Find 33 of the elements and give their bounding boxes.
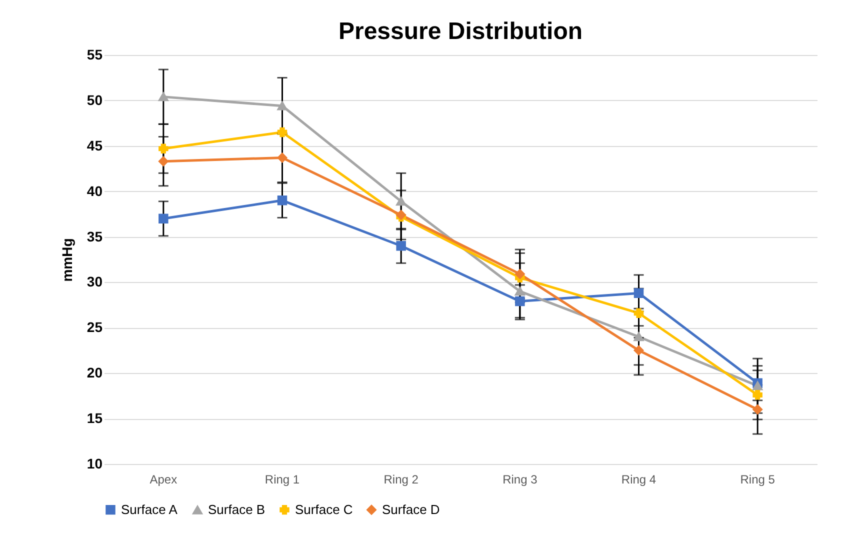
y-tick-label: 55 <box>86 46 103 62</box>
y-tick-label: 10 <box>86 456 103 472</box>
point <box>158 156 168 166</box>
y-tick-label: 40 <box>86 182 103 199</box>
point <box>634 308 644 318</box>
point <box>515 296 525 306</box>
point <box>277 102 288 110</box>
point <box>634 332 644 342</box>
point <box>277 152 288 163</box>
x-tick-label: Ring 5 <box>740 472 776 486</box>
y-tick-label: 30 <box>86 274 103 290</box>
y-axis-title: mmHg <box>58 238 75 282</box>
chart-title: Pressure Distribution <box>338 18 583 45</box>
legend-label: Surface C <box>295 502 353 517</box>
x-tick-label: Ring 2 <box>384 472 419 486</box>
y-tick-label: 15 <box>86 410 103 426</box>
y-tick-label: 50 <box>86 92 103 108</box>
point <box>277 196 288 206</box>
point <box>396 240 406 251</box>
x-tick-label: Ring 1 <box>264 472 300 486</box>
y-tick-label: 35 <box>86 228 103 244</box>
x-tick-label: Ring 3 <box>502 472 538 486</box>
point <box>634 288 644 298</box>
point <box>634 346 644 356</box>
x-tick-label: Ring 4 <box>621 472 656 486</box>
legend-label: Surface B <box>208 502 266 518</box>
point <box>277 127 288 138</box>
y-tick-label: 20 <box>86 364 103 381</box>
y-tick-label: 45 <box>86 137 103 154</box>
legend-label: Surface A <box>121 502 178 517</box>
y-tick-label: 25 <box>86 319 103 336</box>
x-tick-label: Apex <box>150 472 178 486</box>
legend-label: Surface D <box>382 502 440 517</box>
